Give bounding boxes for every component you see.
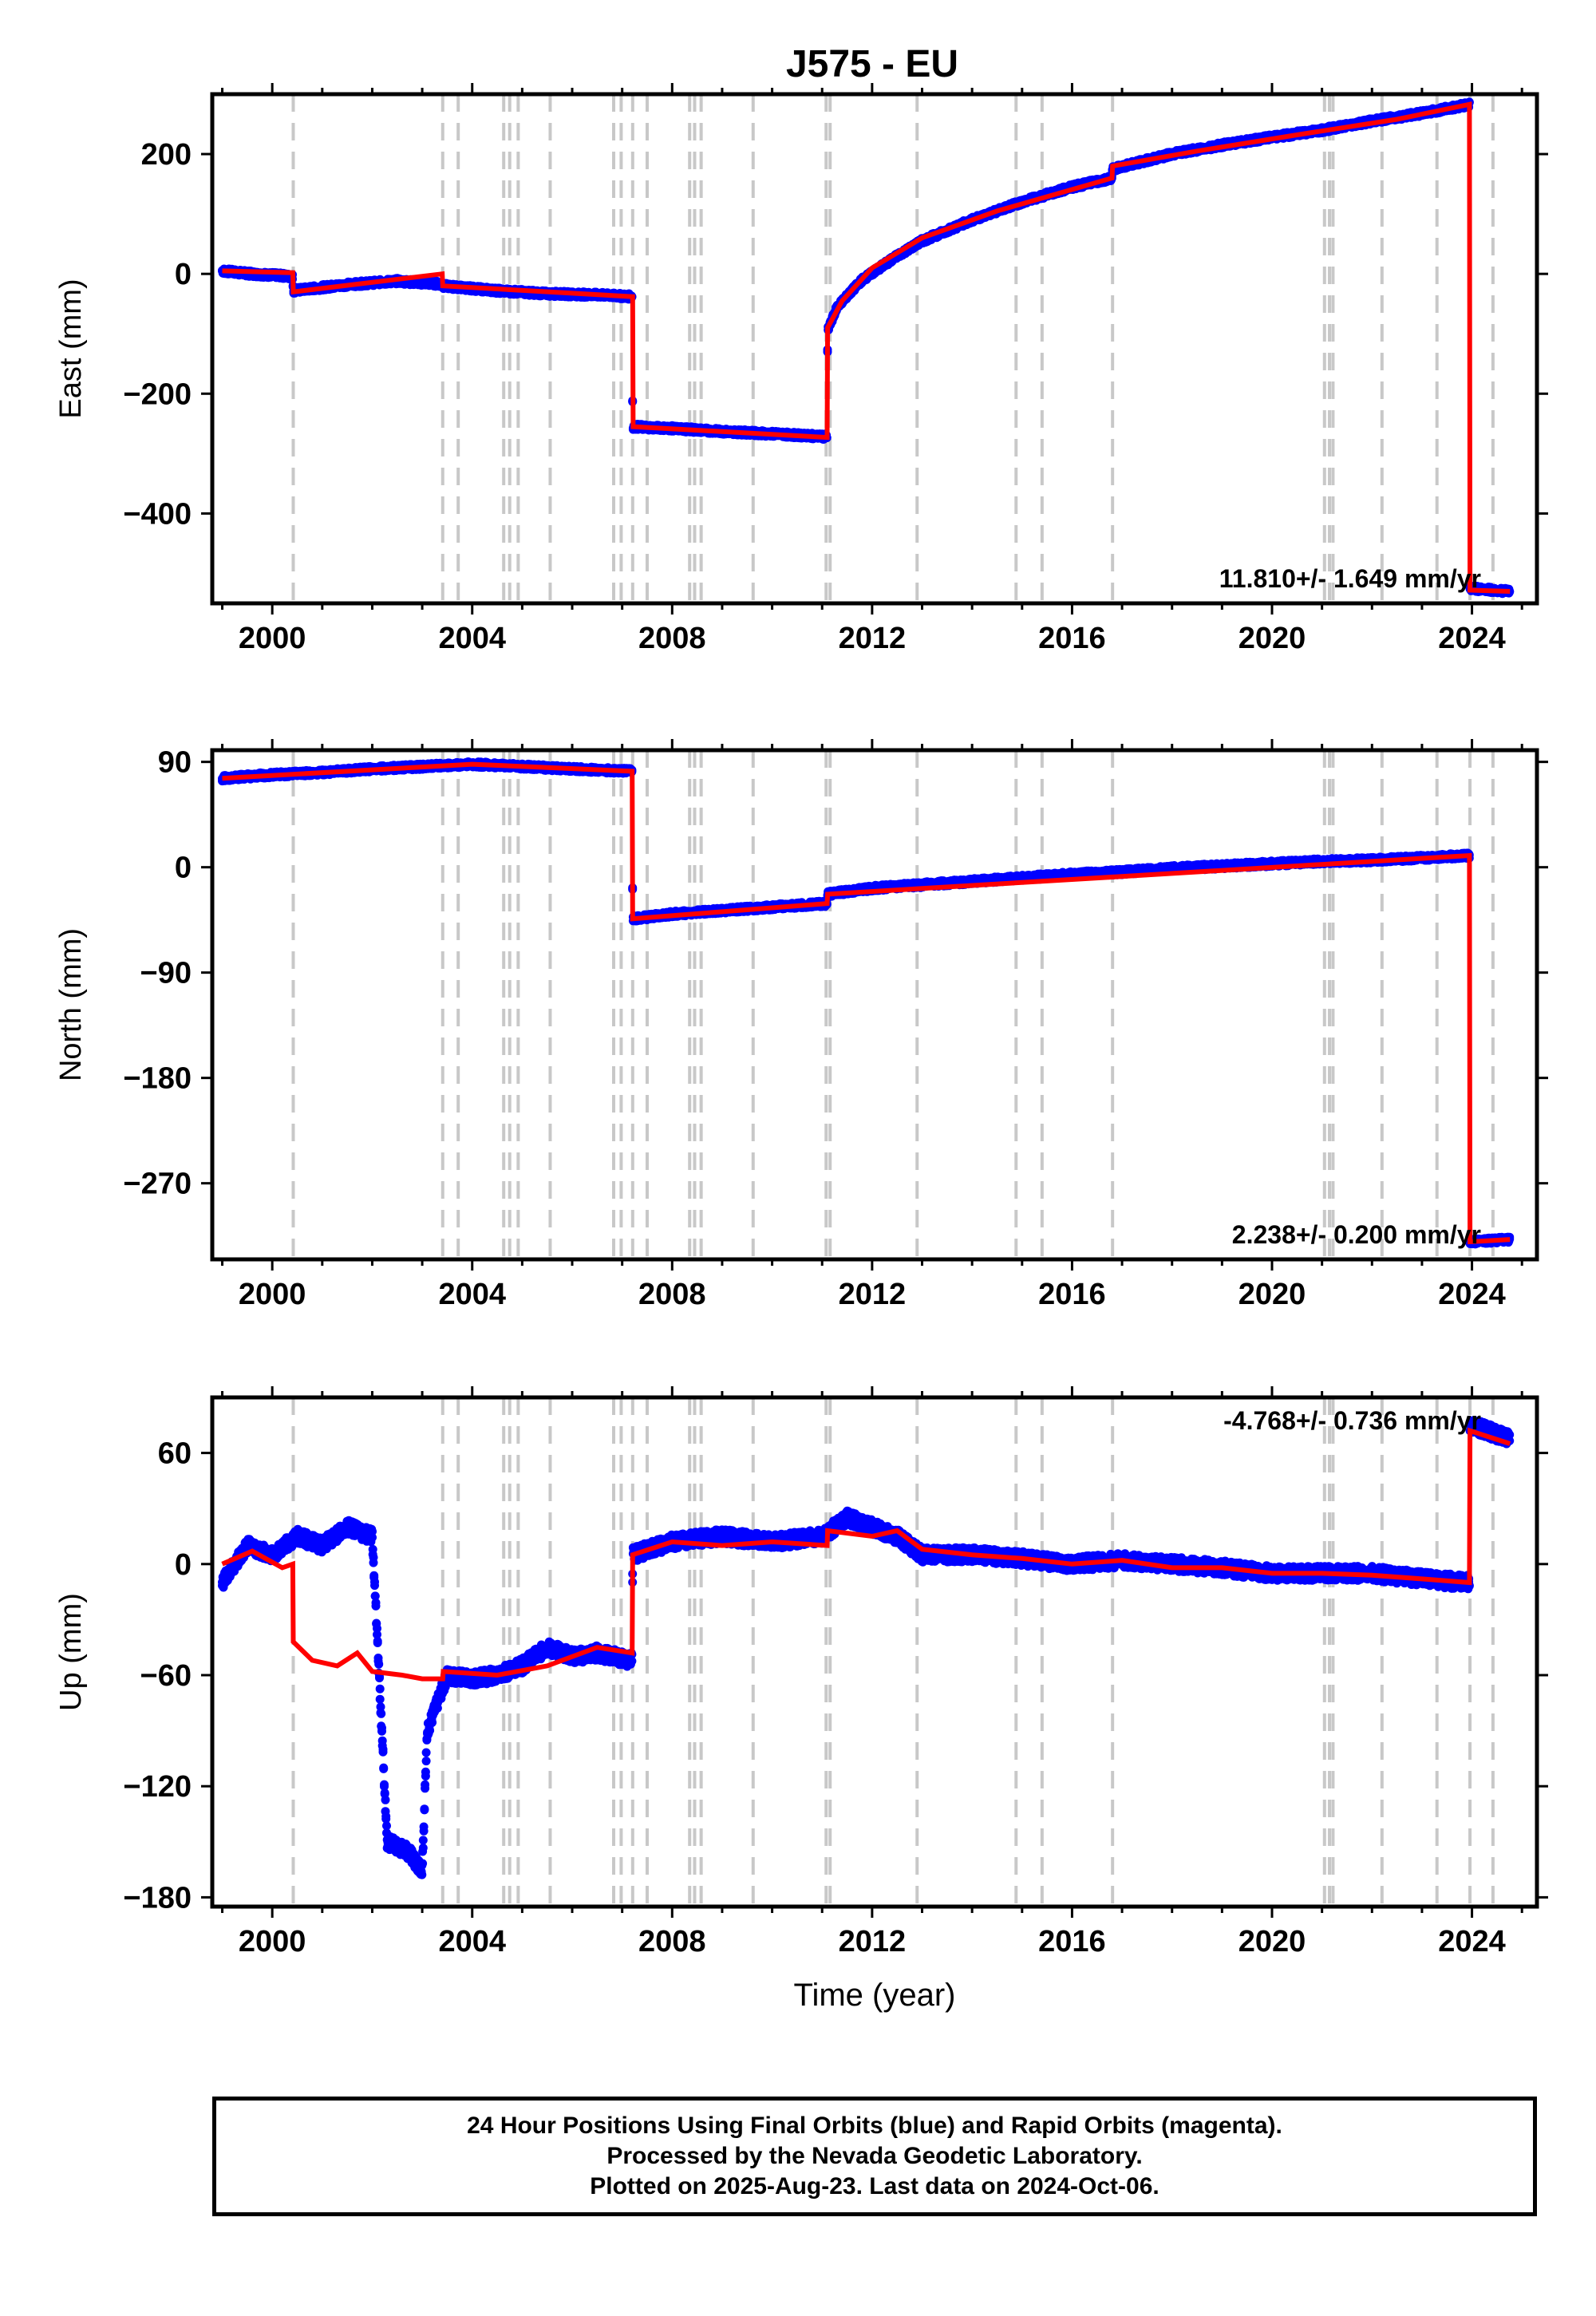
y-axis-label: East (mm) [54, 279, 88, 418]
model-line [222, 101, 1511, 594]
y-tick-label: −400 [123, 497, 192, 531]
x-tick-label: 2024 [1438, 622, 1506, 655]
plot-frame [210, 92, 1539, 606]
x-tick-label: 2000 [239, 622, 306, 655]
y-tick-label: 0 [175, 258, 192, 291]
x-tick-label: 2012 [839, 622, 907, 655]
x-tick-label: 2004 [438, 622, 506, 655]
panel-1: 2000 2004 2008 2012 2016 2020 2024 −400 −200 0 200… [54, 83, 1548, 655]
y-tick-label: −200 [123, 377, 192, 411]
x-tick-label: 2020 [1238, 622, 1306, 655]
chart-title: J575 - EU [786, 43, 958, 85]
observation-points [218, 757, 1515, 1249]
x-tick-label: 2016 [1038, 622, 1106, 655]
x-tick-label: 2008 [638, 622, 706, 655]
rate-annotation: 11.810+/- 1.649 mm/yr [1219, 564, 1481, 593]
panel-2: 2000 2004 2008 2012 2016 2020 2024−270−180−900… [54, 739, 1548, 1311]
observation-points [218, 97, 1515, 599]
y-tick-label: 200 [141, 138, 192, 172]
